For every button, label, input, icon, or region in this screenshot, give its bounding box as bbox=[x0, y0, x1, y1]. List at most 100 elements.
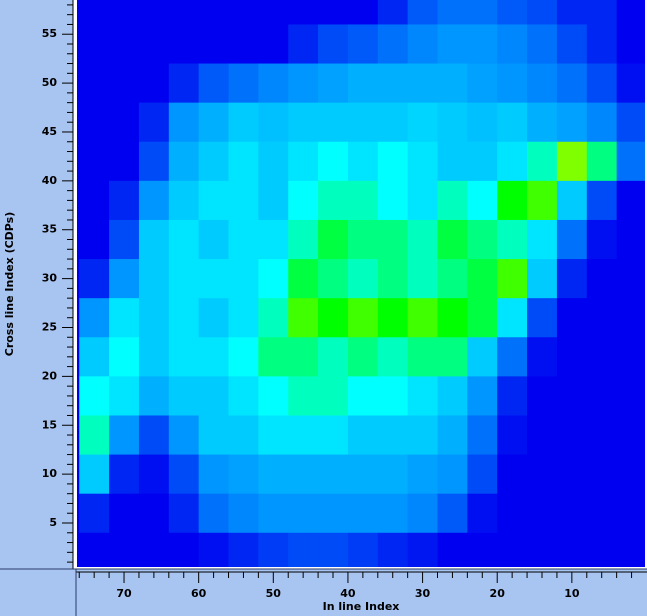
heatmap-cell bbox=[586, 102, 618, 143]
axis-panel bbox=[0, 0, 73, 616]
heatmap-cell bbox=[228, 24, 259, 65]
heatmap-cell bbox=[527, 141, 558, 182]
heatmap-cell bbox=[288, 102, 319, 143]
heatmap-cell bbox=[288, 24, 319, 65]
heatmap-cell bbox=[318, 63, 349, 104]
heatmap-cell bbox=[497, 63, 528, 104]
heatmap-cell bbox=[198, 219, 230, 260]
heatmap-cell bbox=[556, 493, 588, 534]
heatmap-cell bbox=[318, 102, 349, 143]
heatmap-cell bbox=[527, 337, 558, 377]
heatmap-cell bbox=[258, 298, 289, 338]
heatmap-cell bbox=[556, 376, 588, 416]
heatmap-cell bbox=[407, 376, 439, 416]
heatmap-cell bbox=[258, 532, 289, 567]
heatmap-cell bbox=[437, 180, 468, 221]
heatmap-cell bbox=[198, 337, 230, 377]
heatmap-cell bbox=[168, 0, 200, 25]
heatmap-cell bbox=[467, 102, 498, 143]
heatmap-cell bbox=[228, 415, 259, 456]
heatmap-cell bbox=[318, 259, 349, 299]
heatmap-cell bbox=[109, 141, 140, 182]
heatmap-cell bbox=[527, 298, 558, 338]
heatmap-cell bbox=[168, 376, 200, 416]
x-tick-label: 40 bbox=[340, 587, 356, 600]
heatmap-cell bbox=[616, 532, 645, 567]
heatmap-cell bbox=[198, 415, 230, 456]
heatmap-cell bbox=[228, 141, 259, 182]
heatmap-cell bbox=[318, 141, 349, 182]
heatmap-cell bbox=[497, 376, 528, 416]
heatmap-cell bbox=[467, 298, 498, 338]
heatmap-cell bbox=[407, 532, 439, 567]
heatmap-cell bbox=[198, 376, 230, 416]
heatmap-cell bbox=[138, 415, 170, 456]
heatmap-cell bbox=[138, 493, 170, 534]
heatmap-cell bbox=[407, 493, 439, 534]
heatmap-cell bbox=[79, 376, 110, 416]
heatmap-cell bbox=[288, 415, 319, 456]
heatmap-cell bbox=[79, 454, 110, 495]
heatmap-cell bbox=[109, 102, 140, 143]
heatmap-cell bbox=[168, 532, 200, 567]
heatmap-cell bbox=[109, 180, 140, 221]
heatmap-cell bbox=[616, 102, 645, 143]
heatmap-cell bbox=[467, 259, 498, 299]
heatmap-cell bbox=[556, 141, 588, 182]
heatmap-cell bbox=[228, 102, 259, 143]
heatmap-cell bbox=[198, 141, 230, 182]
heatmap-cell bbox=[288, 337, 319, 377]
heatmap-cell bbox=[79, 259, 110, 299]
heatmap-cell bbox=[437, 259, 468, 299]
heatmap-cell bbox=[109, 0, 140, 25]
heatmap-cell bbox=[258, 415, 289, 456]
heatmap-cell bbox=[437, 376, 468, 416]
x-tick-label: 20 bbox=[490, 587, 506, 600]
heatmap-cell bbox=[407, 0, 439, 25]
heatmap-cell bbox=[168, 259, 200, 299]
heatmap-cell bbox=[318, 298, 349, 338]
heatmap-cell bbox=[497, 0, 528, 25]
heatmap-cell bbox=[527, 259, 558, 299]
heatmap-cell bbox=[288, 259, 319, 299]
x-tick-label: 60 bbox=[191, 587, 207, 600]
heatmap-cell bbox=[437, 219, 468, 260]
heatmap-cell bbox=[198, 298, 230, 338]
heatmap-cell bbox=[79, 63, 110, 104]
y-tick-label: 45 bbox=[42, 125, 57, 138]
heatmap-cell bbox=[228, 180, 259, 221]
heatmap-cell bbox=[586, 219, 618, 260]
heatmap-cell bbox=[198, 532, 230, 567]
heatmap-cell bbox=[377, 337, 409, 377]
heatmap-cell bbox=[318, 0, 349, 25]
heatmap-cell bbox=[556, 337, 588, 377]
heatmap-cell bbox=[288, 454, 319, 495]
heatmap-cell bbox=[556, 532, 588, 567]
heatmap-cell bbox=[377, 493, 409, 534]
y-tick-label: 5 bbox=[49, 516, 57, 529]
heatmap-cell bbox=[407, 415, 439, 456]
heatmap-cell bbox=[527, 219, 558, 260]
heatmap-cell bbox=[168, 102, 200, 143]
heatmap-cell bbox=[258, 141, 289, 182]
heatmap-cell bbox=[377, 102, 409, 143]
heatmap-cell bbox=[556, 454, 588, 495]
heatmap-cell bbox=[79, 337, 110, 377]
heatmap-cell bbox=[556, 298, 588, 338]
heatmap-cell bbox=[347, 376, 379, 416]
heatmap-cell bbox=[377, 0, 409, 25]
heatmap-cell bbox=[228, 376, 259, 416]
heatmap-cell bbox=[407, 337, 439, 377]
heatmap-cell bbox=[228, 219, 259, 260]
heatmap-cell bbox=[497, 415, 528, 456]
heatmap-cell bbox=[586, 493, 618, 534]
heatmap-cell bbox=[258, 493, 289, 534]
heatmap-cell bbox=[288, 298, 319, 338]
heatmap-cell bbox=[437, 454, 468, 495]
heatmap-cell bbox=[318, 532, 349, 567]
heatmap-cell bbox=[616, 376, 645, 416]
heatmap-cell bbox=[198, 259, 230, 299]
heatmap-cell bbox=[109, 493, 140, 534]
heatmap-cell bbox=[556, 24, 588, 65]
heatmap-cell bbox=[318, 415, 349, 456]
